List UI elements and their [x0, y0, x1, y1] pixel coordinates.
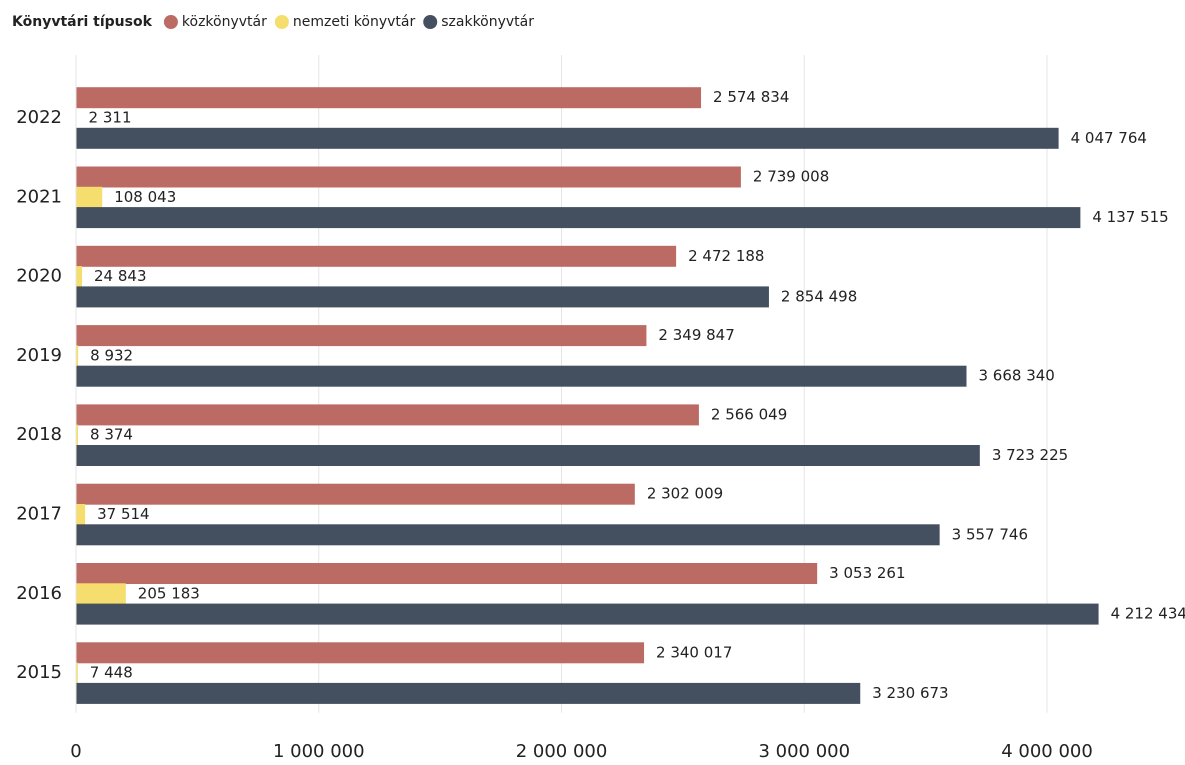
- y-tick-label: 2021: [16, 186, 62, 207]
- data-label: 4 212 434: [1111, 605, 1185, 623]
- data-label: 2 472 188: [688, 247, 764, 265]
- data-label: 4 047 764: [1071, 129, 1147, 147]
- bar: [76, 286, 769, 308]
- bar: [76, 524, 940, 546]
- bar: [76, 424, 79, 446]
- data-label: 2 566 049: [711, 405, 787, 423]
- y-tick-label: 2015: [16, 662, 62, 683]
- bar: [76, 662, 78, 684]
- legend-marker: [274, 15, 289, 29]
- x-tick-label: 3 000 000: [758, 741, 850, 762]
- data-label: 2 340 017: [656, 643, 732, 661]
- data-label: 7 448: [90, 664, 133, 682]
- bar: [76, 404, 699, 426]
- data-label: 2 739 008: [753, 168, 829, 186]
- data-label: 2 302 009: [647, 485, 723, 503]
- bar: [76, 583, 126, 605]
- data-label: 2 311: [89, 109, 132, 127]
- bar: [76, 127, 1059, 149]
- data-label: 3 230 673: [872, 684, 948, 702]
- y-tick-label: 2018: [16, 424, 62, 445]
- legend-marker: [423, 15, 438, 29]
- bar: [76, 483, 635, 505]
- legend-marker: [163, 15, 178, 29]
- x-tick-label: 1 000 000: [273, 741, 365, 762]
- y-tick-label: 2017: [16, 504, 62, 525]
- data-label: 2 349 847: [658, 326, 734, 344]
- x-tick-label: 2 000 000: [516, 741, 608, 762]
- bar: [76, 642, 645, 664]
- bar: [76, 266, 83, 288]
- data-label: 3 053 261: [829, 564, 905, 582]
- bar: [76, 563, 818, 584]
- bar: [76, 603, 1099, 625]
- legend-label: közkönyvtár: [182, 14, 267, 30]
- y-tick-label: 2016: [16, 583, 62, 604]
- data-label: 2 574 834: [713, 88, 789, 106]
- bar: [76, 245, 677, 267]
- bar: [76, 445, 980, 466]
- data-label: 2 854 498: [781, 287, 857, 305]
- x-tick-label: 4 000 000: [1001, 741, 1093, 762]
- legend-label: nemzeti könyvtár: [293, 14, 416, 30]
- bar: [76, 207, 1081, 229]
- data-label: 8 932: [90, 346, 133, 364]
- bar: [76, 325, 647, 347]
- bar: [76, 504, 86, 525]
- bar: [76, 166, 741, 188]
- x-tick-label: 0: [70, 741, 81, 762]
- bar: [76, 682, 861, 704]
- bar: [76, 345, 79, 367]
- data-label: 8 374: [90, 426, 133, 444]
- y-tick-label: 2020: [16, 266, 62, 287]
- data-label: 3 557 746: [952, 525, 1028, 543]
- data-label: 37 514: [97, 505, 150, 523]
- bar: [76, 365, 967, 387]
- data-label: 4 137 515: [1092, 208, 1168, 226]
- bar: [76, 87, 702, 109]
- y-tick-label: 2022: [16, 107, 62, 128]
- legend-title: Könyvtári típusok: [12, 14, 153, 30]
- legend-label: szakkönyvtár: [441, 14, 534, 30]
- bar: [76, 186, 103, 208]
- data-label: 3 723 225: [992, 446, 1068, 464]
- data-label: 24 843: [94, 267, 147, 285]
- data-label: 3 668 340: [978, 367, 1054, 385]
- y-tick-label: 2019: [16, 345, 62, 366]
- data-label: 205 183: [138, 584, 200, 602]
- data-label: 108 043: [114, 188, 176, 206]
